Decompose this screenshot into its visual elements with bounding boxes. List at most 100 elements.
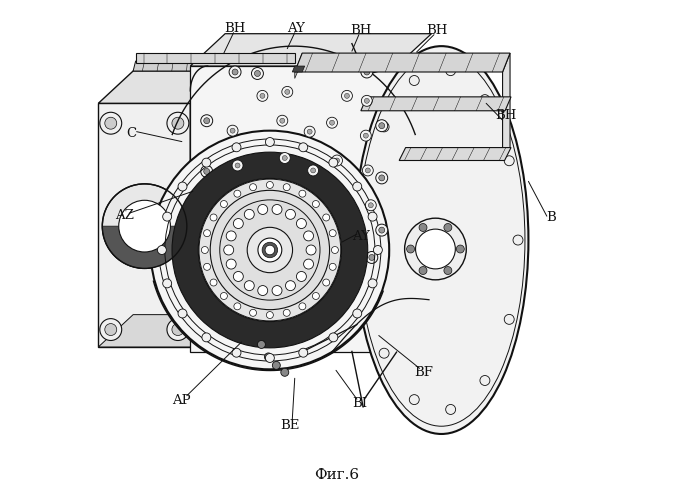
Circle shape: [297, 256, 308, 268]
Circle shape: [444, 266, 452, 274]
Circle shape: [513, 235, 523, 245]
Circle shape: [100, 112, 122, 134]
Circle shape: [262, 242, 278, 258]
Circle shape: [202, 246, 208, 254]
Polygon shape: [190, 71, 225, 347]
Circle shape: [444, 224, 452, 232]
Text: BH: BH: [426, 24, 447, 36]
Circle shape: [307, 129, 312, 134]
Circle shape: [240, 232, 245, 237]
Circle shape: [255, 70, 260, 76]
Circle shape: [265, 245, 274, 255]
Circle shape: [329, 158, 338, 167]
Circle shape: [282, 86, 293, 98]
Circle shape: [368, 279, 377, 288]
Circle shape: [365, 168, 370, 173]
Text: AP: AP: [173, 394, 191, 406]
Circle shape: [119, 200, 171, 252]
Polygon shape: [503, 53, 510, 160]
Circle shape: [311, 168, 315, 173]
Circle shape: [202, 158, 211, 167]
Circle shape: [230, 195, 241, 205]
Circle shape: [249, 184, 257, 190]
Circle shape: [210, 190, 330, 310]
Circle shape: [297, 272, 307, 281]
Circle shape: [257, 340, 266, 348]
Circle shape: [204, 168, 210, 174]
Circle shape: [230, 128, 235, 133]
Text: BH: BH: [495, 110, 517, 122]
Circle shape: [167, 112, 189, 134]
Circle shape: [368, 212, 377, 221]
Circle shape: [376, 172, 388, 184]
Circle shape: [266, 252, 278, 264]
Circle shape: [299, 348, 308, 357]
Circle shape: [373, 246, 382, 254]
Circle shape: [480, 376, 490, 386]
Circle shape: [257, 286, 268, 296]
Circle shape: [379, 175, 385, 181]
Circle shape: [314, 238, 325, 249]
Circle shape: [286, 280, 295, 290]
Circle shape: [201, 220, 213, 232]
Polygon shape: [98, 314, 225, 347]
Circle shape: [379, 122, 385, 128]
Circle shape: [329, 230, 336, 236]
Circle shape: [220, 200, 227, 207]
Circle shape: [336, 256, 348, 268]
Circle shape: [233, 272, 243, 281]
Circle shape: [104, 117, 117, 129]
Circle shape: [279, 152, 290, 164]
Circle shape: [201, 279, 213, 291]
Circle shape: [456, 245, 464, 253]
Circle shape: [332, 155, 342, 166]
Circle shape: [353, 309, 362, 318]
Circle shape: [362, 276, 372, 286]
Text: BI: BI: [352, 396, 367, 409]
Circle shape: [257, 204, 268, 214]
Circle shape: [311, 204, 321, 214]
Circle shape: [419, 266, 427, 274]
Circle shape: [281, 368, 288, 376]
Circle shape: [162, 212, 172, 221]
Circle shape: [264, 353, 272, 361]
Circle shape: [364, 69, 370, 75]
Polygon shape: [135, 53, 295, 62]
Circle shape: [339, 260, 345, 266]
Circle shape: [210, 279, 217, 286]
Circle shape: [283, 184, 290, 190]
Circle shape: [299, 190, 306, 197]
Text: BH: BH: [224, 22, 246, 35]
Circle shape: [158, 246, 166, 254]
Circle shape: [299, 260, 305, 266]
Circle shape: [369, 254, 375, 260]
Circle shape: [232, 348, 241, 357]
Circle shape: [270, 254, 276, 260]
Circle shape: [342, 90, 353, 102]
Circle shape: [104, 324, 117, 336]
Circle shape: [329, 333, 338, 342]
Circle shape: [363, 165, 373, 176]
Circle shape: [334, 158, 340, 163]
Circle shape: [272, 286, 282, 296]
Circle shape: [368, 203, 373, 207]
Circle shape: [258, 238, 282, 262]
Circle shape: [244, 210, 254, 220]
Circle shape: [266, 312, 274, 318]
Circle shape: [327, 117, 338, 128]
Circle shape: [257, 90, 268, 102]
Circle shape: [237, 230, 248, 240]
Circle shape: [363, 133, 368, 138]
Circle shape: [409, 76, 419, 86]
Circle shape: [303, 231, 313, 241]
Circle shape: [234, 190, 241, 197]
Circle shape: [226, 259, 236, 269]
Circle shape: [100, 318, 122, 340]
Circle shape: [362, 194, 372, 204]
Circle shape: [199, 179, 341, 321]
Circle shape: [244, 280, 254, 290]
Circle shape: [303, 259, 313, 269]
Circle shape: [329, 264, 336, 270]
Circle shape: [272, 362, 280, 370]
Circle shape: [323, 214, 330, 221]
